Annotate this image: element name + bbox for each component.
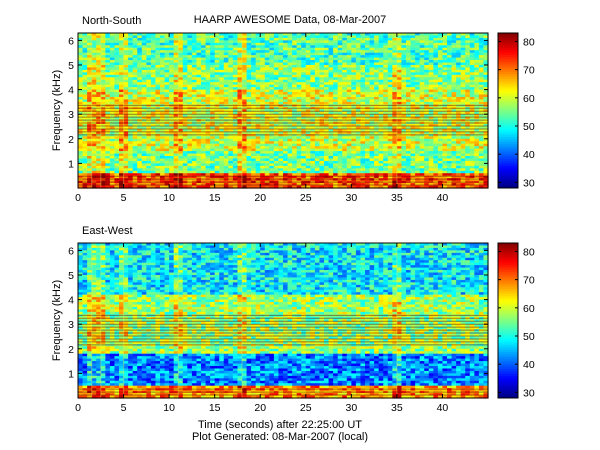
x-tick-label: 25: [300, 402, 312, 414]
colorbar-tick-label: 50: [523, 331, 535, 343]
panel-1: 0 5 10 15 20 25 30 35 40 1 2 3 4 5 6 East-West Frequency…: [51, 225, 535, 414]
colorbar-tick-label: 60: [523, 93, 535, 105]
spectrogram-image: [78, 33, 489, 189]
y-tick-label: 5: [68, 60, 74, 72]
colorbar-tick-label: 80: [523, 36, 535, 48]
colorbar-tick-label: 50: [523, 121, 535, 133]
y-tick-label: 4: [68, 85, 74, 97]
y-axis-label: Frequency (kHz): [51, 280, 63, 361]
y-tick-label: 2: [68, 344, 74, 356]
y-tick-label: 6: [68, 35, 74, 47]
y-tick-label: 3: [68, 109, 74, 121]
x-axis-label: Time (seconds) after 22:25:00 UT: [197, 419, 363, 431]
x-tick-label: 35: [391, 402, 403, 414]
colorbar-tick-label: 80: [523, 246, 535, 258]
y-tick-label: 4: [68, 295, 74, 307]
y-tick-label: 3: [68, 319, 74, 331]
y-tick-label: 5: [68, 270, 74, 282]
panel-label: North-South: [82, 15, 141, 27]
panel-label: East-West: [82, 225, 133, 237]
x-tick-label: 15: [209, 402, 221, 414]
y-tick-label: 1: [68, 368, 74, 380]
y-tick-label: 2: [68, 134, 74, 146]
colorbar-tick-label: 40: [523, 359, 535, 371]
x-tick-label: 30: [345, 192, 357, 204]
figure-title: HAARP AWESOME Data, 08-Mar-2007: [194, 14, 387, 26]
harmonic-lines: [78, 33, 488, 188]
plot-generated-note: Plot Generated: 08-Mar-2007 (local): [191, 431, 369, 443]
x-tick-label: 10: [163, 192, 175, 204]
x-tick-label: 20: [254, 402, 266, 414]
y-ticks: 1 2 3 4 5 6: [68, 245, 488, 380]
x-tick-label: 10: [163, 402, 175, 414]
y-tick-label: 6: [68, 245, 74, 257]
x-tick-label: 15: [209, 192, 221, 204]
y-ticks: 1 2 3 4 5 6: [68, 35, 488, 170]
colorbar-tick-label: 60: [523, 303, 535, 315]
x-tick-label: 5: [121, 192, 127, 204]
colorbar-tick-label: 30: [523, 387, 535, 399]
plot-area-frame: [77, 32, 489, 189]
x-tick-label: 40: [437, 402, 449, 414]
x-tick-label: 0: [75, 192, 81, 204]
colorbar-tick-label: 70: [523, 275, 535, 287]
panels: 0 5 10 15 20 25 30 35 40123456North-SouthFrequen…: [51, 15, 535, 414]
x-tick-label: 30: [345, 402, 357, 414]
panel-0: 0 5 10 15 20 25 30 35 40 1 2 3 4 5 6 North-South Frequen…: [51, 15, 535, 204]
colorbar: 30 40 50 60 70 80: [497, 242, 535, 399]
x-ticks: 0 5 10 15 20 25 30 35 40: [75, 33, 448, 204]
colorbar: 30 40 50 60 70 80: [497, 32, 535, 189]
x-tick-label: 25: [300, 192, 312, 204]
x-tick-label: 20: [254, 192, 266, 204]
y-axis-label: Frequency (kHz): [51, 70, 63, 151]
plot-area-frame: [77, 242, 489, 399]
x-ticks: 0 5 10 15 20 25 30 35 40: [75, 243, 448, 414]
colorbar-tick-label: 70: [523, 65, 535, 77]
x-tick-label: 35: [391, 192, 403, 204]
harmonic-lines: [78, 243, 488, 398]
x-tick-label: 0: [75, 402, 81, 414]
colorbar-tick-label: 40: [523, 149, 535, 161]
colorbar-tick-label: 30: [523, 177, 535, 189]
x-tick-label: 5: [121, 402, 127, 414]
y-tick-label: 1: [68, 158, 74, 170]
x-tick-label: 40: [437, 192, 449, 204]
